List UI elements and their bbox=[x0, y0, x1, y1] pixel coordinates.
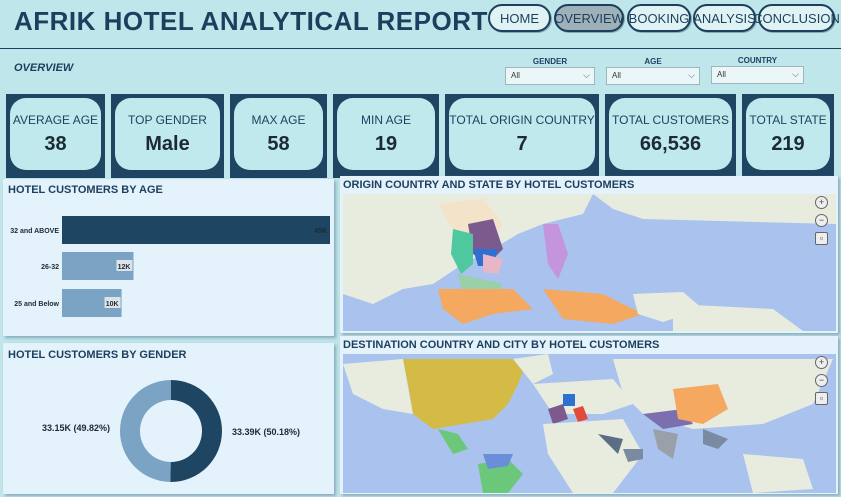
landmass-africa bbox=[543, 419, 643, 493]
gender-donut-slice bbox=[170, 380, 223, 482]
origin-map-shapes bbox=[343, 194, 836, 331]
region-france bbox=[548, 404, 568, 424]
age-filter-value: All bbox=[612, 71, 621, 80]
kpi-card-min-age: MIN AGE 19 bbox=[333, 94, 439, 178]
chevron-down-icon: ⌵ bbox=[792, 69, 799, 79]
age-bar-label-bg bbox=[104, 297, 121, 308]
kpi-value: Male bbox=[145, 133, 190, 155]
region-uk bbox=[563, 394, 575, 406]
region-italy bbox=[573, 406, 588, 422]
age-bar-value-label: 10K bbox=[106, 301, 119, 308]
region-philippines bbox=[543, 224, 568, 279]
kpi-value: 19 bbox=[374, 133, 398, 155]
kpi-label: AVERAGE AGE bbox=[12, 113, 99, 127]
gender-filter-label: GENDER bbox=[532, 57, 568, 66]
country-filter-dropdown[interactable]: All ⌵ bbox=[711, 66, 804, 84]
destination-map[interactable]: + − ▫ bbox=[343, 354, 836, 493]
destination-map-title: DESTINATION COUNTRY AND CITY BY HOTEL CU… bbox=[343, 339, 660, 351]
country-filter-label: COUNTRY bbox=[737, 56, 778, 65]
chevron-down-icon: ⌵ bbox=[688, 70, 695, 80]
age-category-label: 25 and Below bbox=[14, 301, 59, 308]
region-usa-canada bbox=[403, 359, 528, 429]
gender-slice-label: 33.15K (49.82%) bbox=[42, 423, 110, 433]
gender-filter-dropdown[interactable]: All ⌵ bbox=[505, 67, 595, 85]
kpi-label: TOTAL STATE bbox=[749, 113, 827, 127]
age-bar-value-label: 12K bbox=[118, 264, 131, 271]
age-chart-panel: HOTEL CUSTOMERS BY AGE 32 and ABOVE 45K 26… bbox=[3, 179, 334, 336]
kpi-value: 66,536 bbox=[639, 133, 702, 155]
region-thailand bbox=[451, 229, 473, 274]
region-middle-east bbox=[598, 434, 623, 454]
landmass-europe bbox=[533, 379, 633, 414]
kpi-card-average-age: AVERAGE AGE 38 bbox=[6, 94, 105, 178]
age-filter-label: AGE bbox=[644, 57, 662, 66]
zoom-in-icon[interactable]: + bbox=[815, 356, 828, 369]
age-bar-value-label: 45K bbox=[314, 228, 327, 235]
gender-chart-title: HOTEL CUSTOMERS BY GENDER bbox=[8, 349, 187, 361]
kpi-label: TOTAL ORIGIN COUNTRY bbox=[449, 113, 595, 127]
age-category-label: 26-32 bbox=[41, 264, 59, 271]
region-vietnam bbox=[483, 254, 503, 274]
landmass-alaska bbox=[343, 359, 413, 414]
destination-map-shapes bbox=[343, 354, 833, 493]
age-filter-dropdown[interactable]: All ⌵ bbox=[606, 67, 700, 85]
nav-conclusion-button[interactable]: CONCLUSION bbox=[753, 4, 840, 32]
landmass-north bbox=[593, 194, 836, 224]
region-indonesia-east bbox=[543, 289, 643, 324]
chevron-down-icon: ⌵ bbox=[583, 70, 590, 80]
gender-chart-panel: HOTEL CUSTOMERS BY GENDER 33.39K (50.18%… bbox=[3, 343, 334, 494]
page-title: AFRIK HOTEL ANALYTICAL REPORT bbox=[14, 6, 488, 36]
landmass-asia bbox=[613, 359, 833, 429]
region-se-asia bbox=[703, 429, 728, 449]
age-chart-title: HOTEL CUSTOMERS BY AGE bbox=[8, 184, 163, 196]
kpi-label: TOTAL CUSTOMERS bbox=[612, 113, 729, 127]
kpi-value: 38 bbox=[44, 133, 67, 155]
nav-home-button[interactable]: HOME bbox=[488, 4, 551, 32]
age-category-label: 32 and ABOVE bbox=[10, 228, 59, 235]
landmass-australia bbox=[743, 454, 813, 493]
kpi-card-total-origin-country: TOTAL ORIGIN COUNTRY 7 bbox=[445, 94, 599, 178]
nav-analysis-button[interactable]: ANALYSIS bbox=[693, 4, 756, 32]
gender-donut-chart: 33.39K (50.18%) 33.15K (49.82%) bbox=[42, 380, 300, 482]
map-style-icon[interactable]: ▫ bbox=[815, 392, 828, 405]
gender-slice-label: 33.39K (50.18%) bbox=[232, 427, 300, 437]
nav-booking-button[interactable]: BOOKING bbox=[627, 4, 691, 32]
kpi-label: TOP GENDER bbox=[128, 113, 207, 127]
zoom-in-icon[interactable]: + bbox=[815, 196, 828, 209]
kpi-card-top-gender: TOP GENDER Male bbox=[111, 94, 224, 178]
age-bar-chart: 32 and ABOVE 45K 26-32 12K 25 and Below 10K bbox=[10, 216, 330, 317]
destination-map-panel: DESTINATION COUNTRY AND CITY BY HOTEL CU… bbox=[340, 336, 838, 494]
kpi-label: MIN AGE bbox=[360, 113, 411, 127]
landmass-greenland bbox=[513, 354, 553, 384]
map-style-icon[interactable]: ▫ bbox=[815, 232, 828, 245]
country-filter-value: All bbox=[717, 70, 726, 79]
kpi-card-total-state: TOTAL STATE 219 bbox=[742, 94, 834, 178]
kpi-label: MAX AGE bbox=[251, 113, 306, 127]
origin-map-title: ORIGIN COUNTRY AND STATE BY HOTEL CUSTOM… bbox=[343, 179, 635, 191]
gender-donut-slice bbox=[120, 380, 171, 482]
kpi-value: 58 bbox=[267, 133, 290, 155]
kpi-card-total-customers: TOTAL CUSTOMERS 66,536 bbox=[605, 94, 736, 178]
region-india bbox=[653, 429, 678, 459]
kpi-value: 7 bbox=[516, 133, 528, 155]
region-arabia bbox=[623, 449, 643, 462]
origin-map[interactable]: + − ▫ bbox=[343, 194, 836, 331]
gender-filter-value: All bbox=[511, 71, 520, 80]
kpi-value: 219 bbox=[771, 133, 805, 155]
nav-overview-button[interactable]: OVERVIEW bbox=[554, 4, 624, 32]
origin-map-panel: ORIGIN COUNTRY AND STATE BY HOTEL CUSTOM… bbox=[340, 176, 838, 333]
landmass-australia bbox=[673, 304, 803, 331]
region-china bbox=[673, 384, 728, 424]
age-bar-label-bg bbox=[116, 260, 133, 271]
zoom-out-icon[interactable]: − bbox=[815, 374, 828, 387]
header-divider bbox=[0, 48, 841, 49]
section-label: OVERVIEW bbox=[14, 62, 74, 74]
region-mexico bbox=[438, 429, 468, 454]
age-bar bbox=[62, 216, 330, 244]
region-indonesia bbox=[438, 289, 533, 324]
region-colombia bbox=[483, 454, 513, 469]
kpi-card-max-age: MAX AGE 58 bbox=[230, 94, 327, 178]
zoom-out-icon[interactable]: − bbox=[815, 214, 828, 227]
